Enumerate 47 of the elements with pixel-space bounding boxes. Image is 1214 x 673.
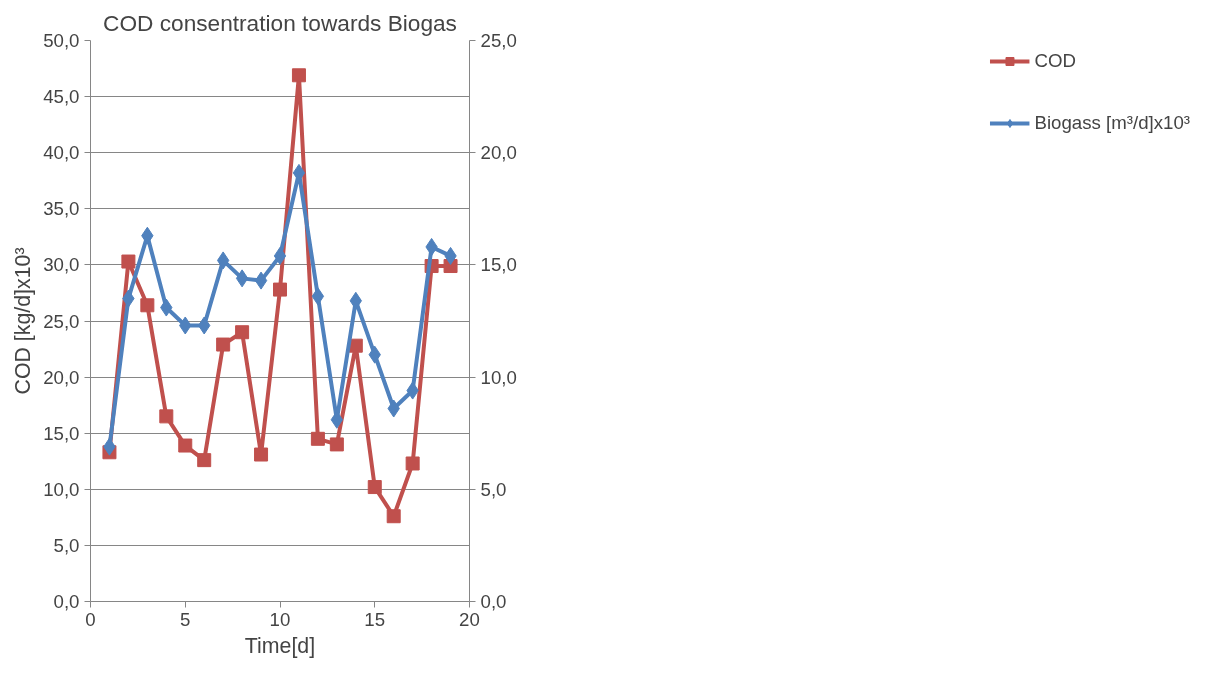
chart-title: COD consentration towards Biogas	[103, 9, 457, 36]
x-tick-label: 0	[85, 608, 96, 630]
point	[367, 480, 382, 495]
y-axis-title: COD [kg/d]x10³	[11, 247, 36, 395]
x-tick-label: 10	[269, 608, 291, 630]
point	[405, 456, 420, 471]
point	[197, 453, 212, 468]
y-tick-label: 5,0	[53, 534, 80, 556]
y2-tick-label: 20,0	[480, 142, 517, 164]
point	[273, 282, 287, 297]
y-tick-label: 45,0	[43, 86, 80, 108]
y2-tick-label: 5,0	[480, 478, 507, 500]
y-tick-label: 15,0	[43, 422, 80, 444]
point	[216, 251, 230, 270]
point	[121, 254, 136, 269]
y2-tick-label: 15,0	[480, 254, 517, 276]
y-tick-label: 0,0	[53, 591, 80, 612]
point	[329, 437, 344, 452]
x-tick-label: 5	[180, 608, 191, 630]
point	[311, 287, 325, 306]
point	[178, 438, 193, 453]
point	[291, 68, 306, 83]
x-tick-label: 15	[364, 608, 386, 630]
y-tick-label: 40,0	[43, 142, 80, 164]
x-axis-title: Time[d]	[244, 633, 316, 658]
legend-label: Biogass [m³/d]x10³	[1034, 112, 1190, 134]
y-tick-label: 10,0	[43, 478, 80, 500]
point	[310, 431, 325, 446]
point	[159, 409, 174, 424]
y-tick-label: 25,0	[43, 310, 80, 332]
point	[235, 325, 250, 340]
point	[273, 246, 287, 265]
point	[254, 271, 268, 290]
legend-label: COD	[1034, 50, 1076, 72]
point	[386, 509, 401, 524]
point	[254, 447, 269, 462]
y-tick-label: 20,0	[43, 366, 80, 388]
y2-tick-label: 25,0	[480, 30, 517, 51]
point	[140, 298, 155, 313]
y-tick-label: 30,0	[43, 254, 80, 276]
y2-tick-label: 10,0	[480, 366, 517, 388]
y-tick-label: 50,0	[43, 30, 80, 51]
y-tick-label: 35,0	[43, 198, 80, 220]
x-tick-label: 20	[459, 608, 480, 630]
point	[235, 269, 249, 288]
y2-tick-label: 0,0	[480, 591, 507, 612]
point	[216, 337, 231, 352]
